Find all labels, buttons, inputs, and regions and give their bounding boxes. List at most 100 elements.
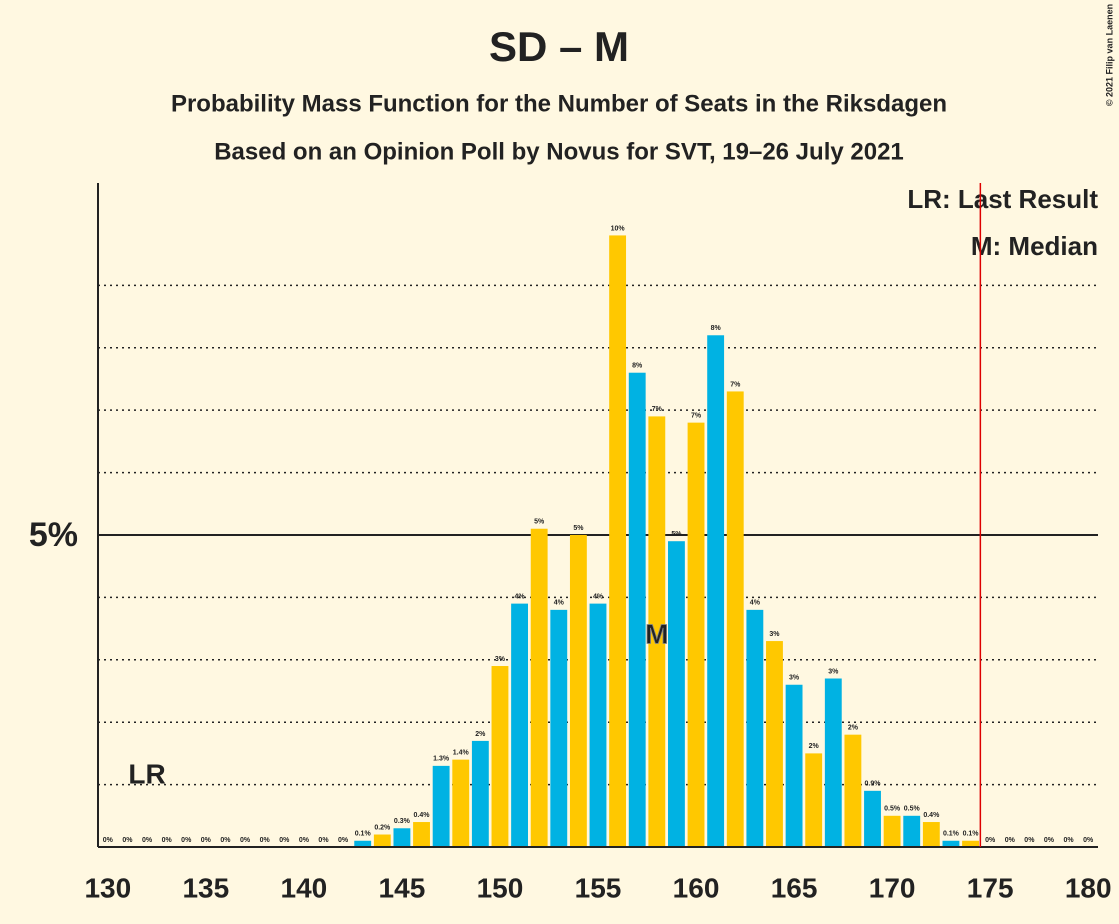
- value-label: 7%: [730, 381, 741, 388]
- x-tick-label: 155: [575, 872, 622, 903]
- value-label: 2%: [848, 725, 859, 732]
- value-label: 4%: [515, 593, 526, 600]
- x-tick-label: 175: [967, 872, 1014, 903]
- value-label: 0.5%: [904, 806, 921, 813]
- x-tick-label: 130: [84, 872, 131, 903]
- x-tick-label: 160: [673, 872, 720, 903]
- bar: [589, 603, 607, 847]
- y-tick-label: 5%: [29, 516, 78, 554]
- bar: [491, 666, 509, 847]
- value-label: 7%: [652, 406, 663, 413]
- value-label: 8%: [632, 363, 643, 370]
- bar: [511, 603, 528, 847]
- bar: [746, 609, 764, 847]
- chart-title: SD – M: [489, 23, 629, 70]
- subtitle: Based on an Opinion Poll by Novus for SV…: [214, 138, 904, 165]
- bar: [648, 416, 666, 847]
- value-label: 0%: [201, 837, 212, 844]
- bar: [432, 765, 450, 847]
- value-label: 2%: [475, 731, 486, 738]
- value-label: 0%: [142, 837, 153, 844]
- x-tick-label: 170: [869, 872, 916, 903]
- value-label: 0%: [240, 837, 251, 844]
- value-label: 4%: [750, 600, 761, 607]
- bar: [569, 534, 587, 847]
- value-label: 3%: [789, 675, 800, 682]
- bar: [962, 840, 979, 847]
- value-label: 0%: [299, 837, 310, 844]
- x-tick-label: 140: [281, 872, 328, 903]
- value-label: 0%: [260, 837, 271, 844]
- bar: [766, 641, 783, 847]
- x-tick-label: 165: [771, 872, 818, 903]
- bar: [452, 759, 470, 847]
- x-tick-label: 180: [1065, 872, 1112, 903]
- bar: [844, 734, 862, 847]
- bar: [922, 822, 940, 847]
- value-label: 0%: [1005, 837, 1016, 844]
- bar: [687, 422, 705, 847]
- value-label: 3%: [495, 656, 506, 663]
- bar: [530, 528, 548, 847]
- value-label: 7%: [691, 412, 702, 419]
- value-label: 0.4%: [923, 812, 940, 819]
- bar: [942, 840, 960, 847]
- value-label: 0.1%: [943, 831, 960, 838]
- subtitle: Probability Mass Function for the Number…: [171, 90, 947, 117]
- value-label: 4%: [554, 600, 565, 607]
- bar: [609, 235, 627, 848]
- value-label: 0.5%: [884, 806, 901, 813]
- bar: [824, 678, 842, 847]
- value-label: 0.1%: [355, 831, 372, 838]
- value-label: 1.3%: [433, 756, 450, 763]
- bar: [883, 815, 901, 847]
- value-label: 4%: [593, 593, 604, 600]
- value-label: 5%: [573, 525, 584, 532]
- bar: [903, 815, 921, 847]
- bar: [628, 372, 646, 847]
- value-label: 0%: [279, 837, 290, 844]
- value-label: 0%: [1064, 837, 1075, 844]
- value-label: 0.9%: [865, 781, 882, 788]
- x-tick-label: 150: [477, 872, 524, 903]
- bar: [785, 684, 803, 847]
- value-label: 8%: [711, 325, 722, 332]
- value-label: 0%: [181, 837, 192, 844]
- value-label: 1.4%: [453, 749, 470, 756]
- bar: [471, 740, 489, 847]
- bar: [726, 391, 744, 847]
- value-label: 5%: [671, 531, 682, 538]
- value-label: 0.2%: [374, 824, 391, 831]
- value-label: 10%: [611, 225, 626, 232]
- legend-entry: M: Median: [971, 231, 1098, 261]
- bar: [373, 834, 391, 847]
- legend-entry: LR: Last Result: [907, 184, 1098, 214]
- value-label: 3%: [769, 631, 780, 638]
- bar: [805, 753, 823, 847]
- bar: [707, 335, 725, 847]
- credit: © 2021 Filip van Laenen: [1104, 4, 1114, 106]
- value-label: 5%: [534, 519, 545, 526]
- value-label: 3%: [828, 668, 839, 675]
- value-label: 0%: [338, 837, 349, 844]
- bar: [864, 790, 881, 847]
- median-marker: M: [645, 618, 668, 649]
- value-label: 0%: [1044, 837, 1055, 844]
- value-label: 0%: [985, 837, 996, 844]
- bar: [550, 609, 568, 847]
- value-label: 0%: [318, 837, 329, 844]
- value-label: 2%: [809, 743, 820, 750]
- bar: [668, 541, 685, 847]
- x-tick-label: 135: [182, 872, 229, 903]
- bar: [393, 828, 411, 847]
- x-tick-label: 145: [379, 872, 426, 903]
- value-label: 0%: [162, 837, 173, 844]
- value-label: 0.3%: [394, 818, 411, 825]
- value-label: 0%: [220, 837, 231, 844]
- value-label: 0%: [103, 837, 114, 844]
- value-label: 0%: [122, 837, 133, 844]
- value-label: 0%: [1083, 837, 1094, 844]
- bar: [354, 840, 372, 847]
- value-label: 0.1%: [963, 831, 980, 838]
